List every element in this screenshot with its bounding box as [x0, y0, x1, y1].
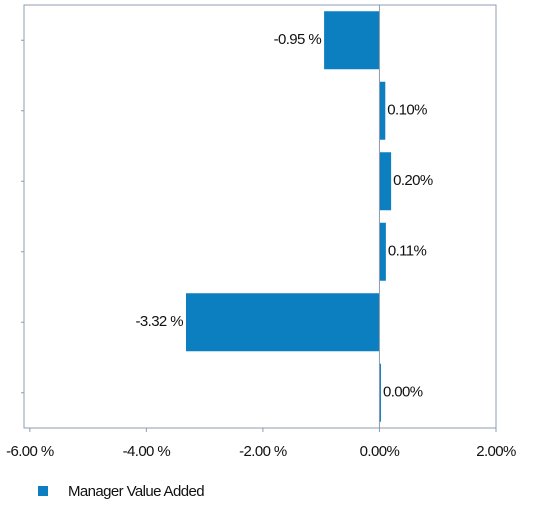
x-tick-label: 2.00% [476, 443, 516, 460]
plot-frame [23, 4, 497, 429]
bar [379, 222, 386, 281]
x-tick-label: 0.00% [360, 443, 400, 460]
bar [185, 293, 380, 352]
value-label: 0.11% [388, 243, 427, 260]
value-label: -0.95 % [274, 31, 322, 48]
value-label: 0.00% [383, 384, 423, 401]
bar [324, 11, 380, 70]
bar [379, 363, 381, 422]
legend-swatch [38, 486, 48, 496]
value-label: 0.20% [393, 172, 433, 189]
x-tick-label: -4.00 % [123, 443, 171, 460]
bar [379, 152, 392, 211]
value-label: 0.10% [387, 102, 427, 119]
bar [379, 81, 386, 140]
x-tick-label: -6.00 % [6, 443, 54, 460]
legend-label: Manager Value Added [68, 483, 204, 500]
x-tick-label: -2.00 % [239, 443, 287, 460]
value-label: -3.32 % [135, 313, 183, 330]
